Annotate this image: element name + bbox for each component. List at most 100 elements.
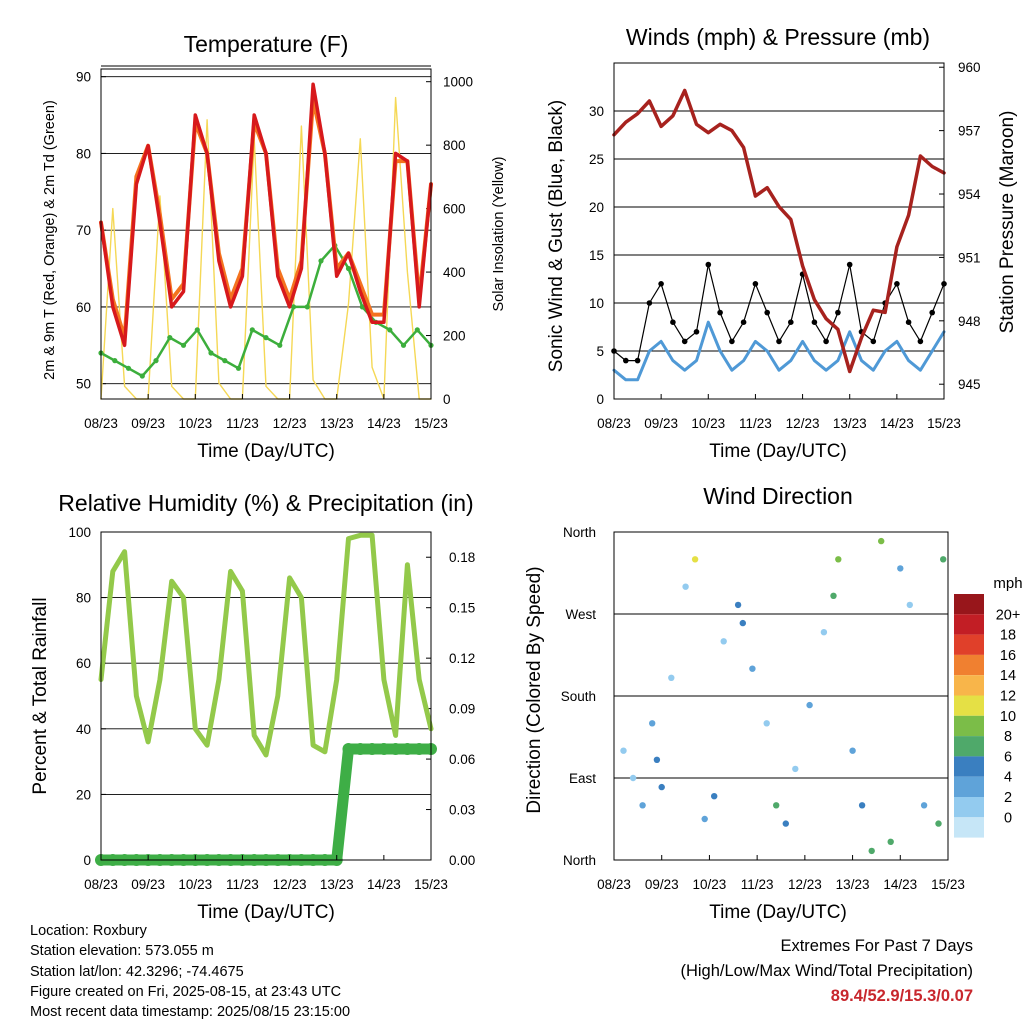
winds-y-tick-label: 15 — [589, 248, 604, 263]
legend-label: 20+ — [996, 607, 1021, 623]
x-tick-label: 10/23 — [691, 416, 725, 431]
x-tick-label: 14/23 — [367, 877, 401, 892]
x-tick-label: 12/23 — [273, 416, 307, 431]
x-tick-label: 12/23 — [786, 416, 820, 431]
wind-direction-point — [763, 720, 770, 727]
wind-direction-point — [868, 847, 875, 855]
winds-panel: Winds (mph) & Pressure (mb) 0 5 10 15 20 25 30… — [546, 24, 1018, 462]
wind-direction-point — [820, 629, 828, 636]
legend-label: 10 — [1000, 709, 1016, 725]
legend-label: 18 — [1000, 628, 1016, 644]
wind-direction-point — [773, 802, 780, 809]
wind-direction-point — [711, 793, 718, 800]
legend-color-box — [954, 776, 984, 797]
direction-y-tick-label: South — [561, 689, 596, 704]
temperature-y-tick-label: 90 — [76, 70, 91, 85]
legend-color-box — [954, 695, 984, 716]
x-tick-label: 08/23 — [597, 877, 631, 892]
legend-label: 6 — [1004, 749, 1012, 765]
wind-direction-point — [668, 674, 675, 681]
legend-label: 4 — [1004, 770, 1012, 786]
temperature-y-tick-label: 60 — [76, 300, 91, 315]
legend-color-box — [954, 797, 984, 818]
wind-direction-point — [658, 783, 665, 791]
temperature-frame — [100, 68, 432, 400]
temperature-x-label: Time (Day/UTC) — [197, 441, 335, 462]
wind-direction-point — [649, 720, 656, 727]
solar-y-tick-label: 800 — [443, 138, 466, 153]
direction-title: Wind Direction — [703, 483, 853, 509]
humidity-y-tick-label: 80 — [76, 591, 91, 606]
rain-y-tick-label: 0.12 — [449, 651, 475, 666]
x-tick-label: 14/23 — [883, 877, 917, 892]
x-tick-label: 08/23 — [84, 416, 118, 431]
pressure-y-tick-label: 957 — [958, 124, 981, 139]
winds-y-tick-label: 25 — [589, 152, 604, 167]
wind-direction-point — [639, 802, 646, 809]
temperature-y-tick-label: 80 — [76, 146, 91, 161]
x-tick-label: 14/23 — [880, 416, 914, 431]
wind-direction-point — [806, 701, 813, 709]
wind-direction-point — [935, 820, 942, 827]
direction-y-tick-label: West — [565, 607, 596, 622]
wind-direction-point — [620, 747, 627, 754]
x-tick-label: 13/23 — [320, 416, 354, 431]
wind-direction-point — [720, 638, 727, 645]
extremes-values: 89.4/52.9/15.3/0.07 — [830, 987, 973, 1005]
legend-label: 16 — [1000, 648, 1016, 664]
wind-direction-point — [830, 592, 837, 599]
x-tick-label: 10/23 — [178, 877, 212, 892]
winds-y-right-label: Station Pressure (Maroon) — [997, 111, 1018, 334]
recent-text: Most recent data timestamp: 2025/08/15 2… — [30, 1004, 351, 1021]
wind-direction-point — [792, 765, 799, 773]
x-tick-label: 15/23 — [927, 416, 961, 431]
x-tick-label: 09/23 — [131, 416, 165, 431]
sonic-wind-line — [612, 320, 946, 382]
x-tick-label: 10/23 — [693, 877, 727, 892]
elevation-text: Station elevation: 573.055 m — [30, 943, 214, 960]
x-tick-label: 13/23 — [836, 877, 870, 892]
winds-title: Winds (mph) & Pressure (mb) — [626, 24, 930, 50]
legend-color-box — [954, 715, 984, 737]
direction-panel: Wind Direction NorthEastSouthWestNorth08… — [524, 483, 1023, 923]
direction-frame — [613, 531, 949, 861]
x-tick-label: 08/23 — [597, 416, 631, 431]
pressure-y-tick-label: 951 — [958, 250, 981, 265]
wind-direction-point — [653, 756, 661, 763]
wind-direction-point — [739, 619, 746, 627]
solar-y-tick-label: 600 — [443, 202, 466, 217]
legend-color-box — [954, 817, 984, 838]
legend-label: 0 — [1004, 810, 1012, 826]
rain-y-tick-label: 0.06 — [449, 752, 475, 767]
wind-direction-point — [629, 774, 637, 782]
solar-insolation-line — [100, 96, 432, 400]
wind-direction-point — [858, 802, 866, 809]
wind-direction-point — [691, 556, 699, 563]
pressure-y-tick-label: 954 — [958, 187, 981, 202]
legend-title: mph — [993, 575, 1022, 592]
x-tick-label: 12/23 — [273, 877, 307, 892]
solar-y-tick-label: 1000 — [443, 75, 473, 90]
rain-y-tick-label: 0.15 — [449, 601, 475, 616]
pressure-y-tick-label: 948 — [958, 314, 981, 329]
winds-plot-area: 0 5 10 15 20 25 30 945 948 951 954 957 960 08/23 09/23… — [589, 60, 981, 431]
wind-direction-point — [782, 820, 789, 827]
rain-y-tick-label: 0.00 — [449, 853, 475, 868]
winds-y-tick-label: 20 — [589, 200, 604, 215]
solar-y-tick-label: 200 — [443, 329, 466, 344]
x-tick-label: 13/23 — [833, 416, 867, 431]
wind-direction-point — [682, 583, 689, 590]
wind-direction-point — [701, 815, 708, 823]
direction-y-tick-label: East — [569, 771, 596, 786]
winds-y-label: Sonic Wind & Gust (Blue, Black) — [546, 100, 567, 372]
station-info: Location: Roxbury Station elevation: 573… — [30, 921, 350, 1022]
x-tick-label: 09/23 — [645, 877, 679, 892]
x-tick-label: 12/23 — [788, 877, 822, 892]
x-tick-label: 14/23 — [367, 416, 401, 431]
humidity-y-tick-label: 20 — [76, 787, 91, 802]
temperature-y-tick-label: 70 — [76, 223, 91, 238]
relative-humidity-line — [98, 532, 434, 758]
wind-direction-point — [835, 556, 842, 563]
wind-direction-point — [906, 601, 913, 609]
humidity-y-tick-label: 0 — [83, 853, 91, 868]
